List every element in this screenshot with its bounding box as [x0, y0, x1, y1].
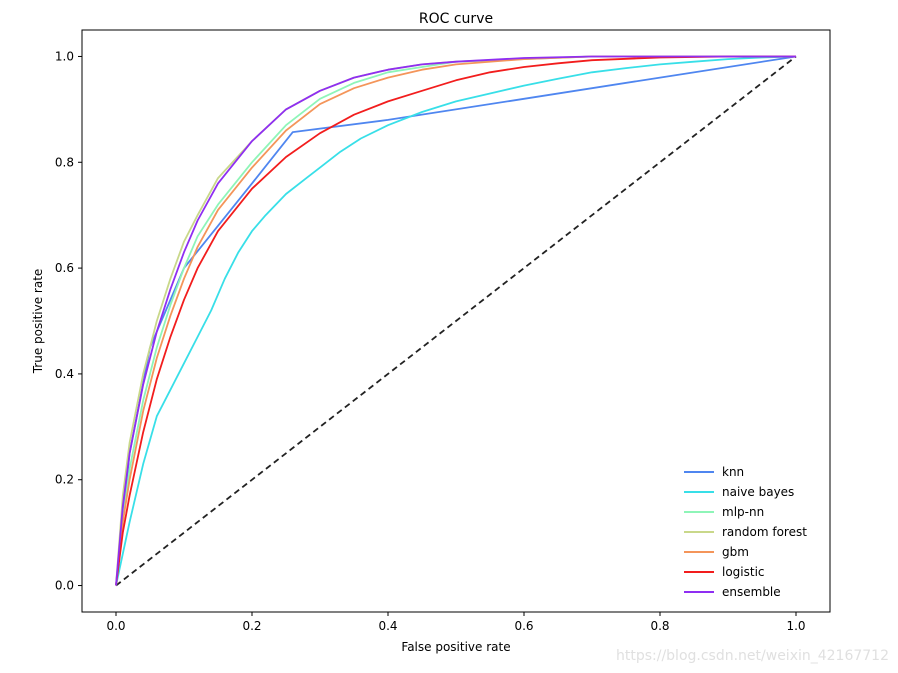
chart-title: ROC curve	[419, 11, 493, 27]
legend-label: gbm	[722, 545, 749, 559]
legend: knn naive bayes mlp-nn random forest gbm logi…	[684, 465, 807, 599]
legend-label: mlp-nn	[722, 505, 764, 519]
y-axis-label: True positive rate	[31, 269, 45, 375]
diagonal-reference-line	[115, 55, 797, 587]
watermark-text: https://blog.csdn.net/weixin_42167712	[616, 648, 889, 664]
series-line-ensemble	[115, 55, 796, 586]
plot-lines	[115, 55, 797, 587]
series-line-naive-bayes	[115, 55, 797, 586]
series-line-logistic	[115, 55, 796, 586]
legend-label: knn	[722, 465, 744, 479]
legend-label: ensemble	[722, 585, 781, 599]
x-tick-label: 1.0	[786, 619, 805, 633]
y-tick-label: 0.4	[55, 367, 74, 381]
legend-label: random forest	[722, 525, 807, 539]
legend-label: logistic	[722, 565, 765, 579]
y-tick-label: 0.8	[55, 155, 74, 169]
x-axis-label: False positive rate	[401, 640, 510, 654]
x-tick-label: 0.6	[514, 619, 533, 633]
plot-frame	[81, 29, 831, 613]
y-tick-label: 0.2	[55, 473, 74, 487]
y-tick-label: 0.6	[55, 261, 74, 275]
x-tick-label: 0.8	[650, 619, 669, 633]
y-tick-label: 0.0	[55, 579, 74, 593]
x-tick-label: 0.4	[378, 619, 397, 633]
x-tick-label: 0.0	[106, 619, 125, 633]
axis-ticks: 0.0 0.2 0.4 0.6 0.8 1.0 0.0 0.2 0.4 0.6 0.8 1.0	[55, 49, 806, 633]
y-tick-label: 1.0	[55, 49, 74, 63]
x-tick-label: 0.2	[242, 619, 261, 633]
legend-label: naive bayes	[722, 485, 794, 499]
